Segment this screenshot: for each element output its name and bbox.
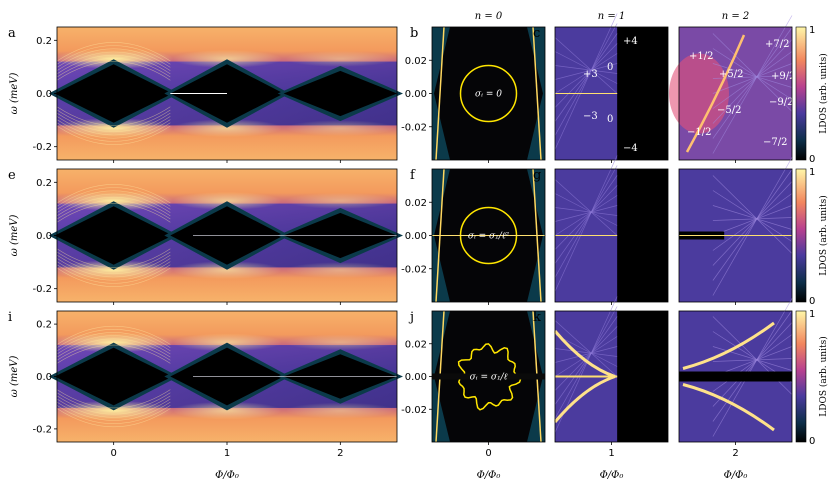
landau-label: +9/2	[771, 71, 795, 82]
panel-letter: g	[533, 168, 541, 183]
panel-letter: a	[8, 26, 16, 41]
panel-a: -0.2 0.0 0.2 ω (meV) a	[8, 26, 403, 163]
x-axis-label-left: Φ/Φ₀	[215, 470, 239, 481]
landau-label: +5/2	[719, 69, 743, 80]
x-tick-label: 0	[110, 448, 116, 459]
panel-letter: i	[8, 310, 12, 325]
y-tick-label: -0.02	[401, 264, 427, 275]
panel-i: -0.2 0.0 0.2 0 1 2 ω (meV) i	[8, 310, 403, 459]
landau-label: +3	[583, 69, 598, 80]
x-tick-label: 0	[485, 448, 491, 459]
y-axis-label: ω (meV)	[9, 356, 20, 398]
panel-j: σᵢ = σ₁/ℓ -0.02 0.00 0.02 0 Φ/Φ₀ j	[401, 310, 546, 481]
panel-k: 1 Φ/Φ₀ k	[533, 296, 669, 481]
colorbar-tick-min: 0	[809, 154, 815, 165]
y-tick-label: -0.2	[32, 284, 52, 295]
x-axis-label: Φ/Φ₀	[600, 470, 624, 481]
colorbar: 1 0 LDOS (arb. units)	[795, 167, 829, 307]
y-axis-label: ω (meV)	[9, 73, 20, 115]
y-tick-label: -0.02	[401, 405, 427, 416]
sigma-label: σᵢ = 0	[475, 90, 502, 100]
y-tick-label: 0.00	[405, 372, 427, 383]
x-tick-label: 1	[224, 448, 230, 459]
y-axis-label: ω (meV)	[9, 215, 20, 257]
landau-label: +1/2	[689, 51, 713, 62]
panel-letter: k	[533, 310, 541, 325]
y-tick-label: 0.2	[36, 178, 52, 189]
landau-label: −7/2	[763, 137, 787, 148]
column-title: n = 2	[722, 11, 750, 22]
panel-b: σᵢ = 0 -0.02 0.00 0.02 n = 0 b	[401, 11, 546, 163]
y-tick-label: -0.2	[32, 142, 52, 153]
panel-f: σᵢ = σ₁/ℓ² -0.02 0.00 0.02 f	[401, 168, 546, 305]
panel-d: +7/2 +1/2 +5/2 +9/2 −5/2 −9/2 −1/2 −7/2 n = 2 d	[657, 11, 795, 163]
x-axis-label: Φ/Φ₀	[477, 470, 501, 481]
landau-label: 0	[607, 62, 613, 73]
panel-h: h	[657, 157, 793, 305]
panel-l: 2 Φ/Φ₀ l	[657, 298, 793, 481]
y-tick-label: 0.02	[405, 198, 427, 209]
colorbar-label: LDOS (arb. units)	[818, 336, 829, 416]
y-tick-label: 0.02	[405, 339, 427, 350]
y-tick-label: 0.2	[36, 320, 52, 331]
x-tick-label: 2	[732, 448, 738, 459]
landau-label: +7/2	[765, 39, 789, 50]
sigma-label: σᵢ = σ₁/ℓ	[470, 373, 508, 383]
panel-c: +4 +3 0 0 −3 −4 n = 1 c	[533, 11, 669, 163]
colorbar-tick-min: 0	[809, 296, 815, 307]
colorbar: 1 0 LDOS (arb. units)	[795, 309, 829, 447]
panel-letter: c	[533, 26, 540, 41]
y-tick-label: 0.0	[36, 231, 52, 242]
sigma-label: σᵢ = σ₁/ℓ²	[468, 232, 510, 242]
landau-label: −4	[623, 143, 638, 154]
y-tick-label: -0.02	[401, 122, 427, 133]
panel-e: -0.2 0.0 0.2 ω (meV) e	[8, 168, 403, 305]
landau-label: −3	[583, 111, 598, 122]
panel-letter: h	[657, 168, 666, 183]
colorbar-tick-max: 1	[809, 25, 815, 36]
y-tick-label: 0.2	[36, 36, 52, 47]
panel-letter: e	[8, 168, 16, 183]
y-tick-label: 0.0	[36, 372, 52, 383]
y-tick-label: 0.02	[405, 56, 427, 67]
colorbar-label: LDOS (arb. units)	[818, 53, 829, 133]
colorbar-tick-max: 1	[809, 309, 815, 320]
landau-label: −9/2	[769, 97, 793, 108]
y-tick-label: -0.2	[32, 424, 52, 435]
panel-letter: l	[657, 310, 661, 325]
landau-label: −1/2	[687, 127, 711, 138]
y-tick-label: 0.00	[405, 89, 427, 100]
colorbar-tick-max: 1	[809, 167, 815, 178]
landau-label: 0	[607, 114, 613, 125]
panel-letter: d	[657, 26, 665, 41]
colorbar-tick-min: 0	[809, 436, 815, 447]
x-axis-label: Φ/Φ₀	[724, 470, 748, 481]
panel-g: g	[533, 155, 669, 305]
landau-label: −5/2	[717, 105, 741, 116]
panel-letter: f	[410, 168, 416, 183]
y-tick-label: 0.0	[36, 89, 52, 100]
y-tick-label: 0.00	[405, 231, 427, 242]
column-title: n = 0	[475, 11, 503, 22]
x-tick-label: 1	[608, 448, 614, 459]
landau-label: +4	[623, 36, 638, 47]
panel-letter: j	[408, 310, 414, 325]
colorbar: 1 0 LDOS (arb. units)	[795, 25, 829, 165]
panel-letter: b	[410, 26, 418, 41]
x-tick-label: 2	[337, 448, 343, 459]
column-title: n = 1	[598, 11, 626, 22]
colorbar-label: LDOS (arb. units)	[818, 195, 829, 275]
